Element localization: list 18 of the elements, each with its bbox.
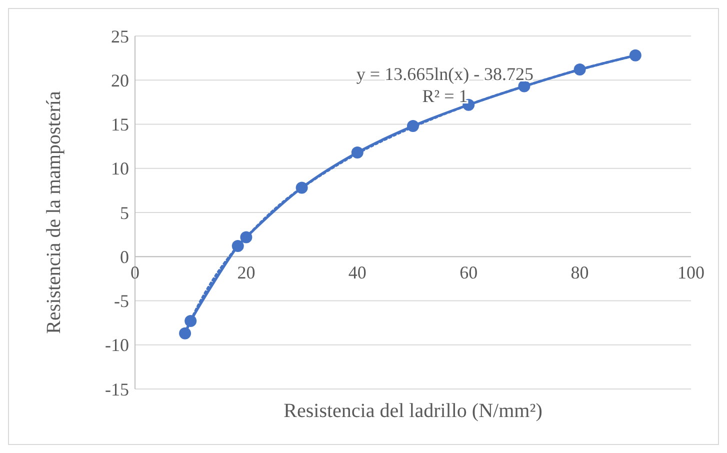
y-tick-label: 0 — [120, 246, 129, 267]
y-tick-label: -5 — [114, 291, 129, 312]
y-tick-label: -15 — [105, 379, 129, 400]
y-tick-label: 15 — [111, 114, 129, 135]
x-tick-label: 60 — [460, 262, 478, 283]
x-tick-label: 80 — [570, 262, 589, 283]
annotation: y = 13.665ln(x) - 38.725 — [356, 64, 534, 84]
y-tick-label: 5 — [120, 202, 129, 223]
y-tick-label: 25 — [111, 26, 129, 46]
x-tick-label: 40 — [348, 262, 366, 283]
y-tick-label: -10 — [105, 335, 129, 356]
x-tick-label: 20 — [237, 262, 256, 283]
y-axis-title: Resistencia de la mampostería — [43, 91, 65, 334]
annotation: R² = 1 — [422, 86, 468, 106]
y-tick-label: 20 — [111, 70, 129, 90]
x-tick-label: 100 — [678, 262, 704, 283]
y-tick-label: 10 — [111, 158, 129, 179]
x-axis-title: Resistencia del ladrillo (N/mm²) — [284, 400, 542, 422]
